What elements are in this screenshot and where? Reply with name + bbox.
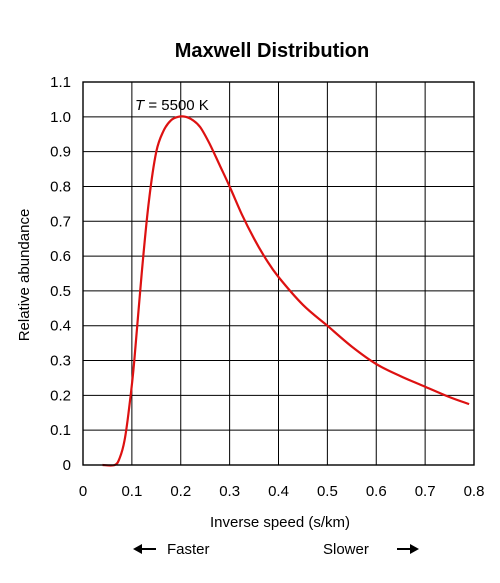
y-tick-label: 0 — [63, 457, 71, 474]
y-tick-label: 0.4 — [50, 318, 71, 335]
x-tick-label: 0.4 — [268, 483, 289, 500]
y-tick-label: 0.3 — [50, 353, 71, 370]
slower-label: Slower — [323, 541, 369, 558]
y-tick-label: 0.7 — [50, 213, 71, 230]
annotation-italic: T — [135, 97, 146, 114]
x-tick-label: 0.6 — [366, 483, 387, 500]
series-line — [102, 115, 470, 467]
y-tick-label: 0.2 — [50, 387, 71, 404]
x-tick-labels: 0 0.1 0.2 0.3 0.4 0.5 0.6 0.7 0.8 — [79, 483, 485, 500]
x-tick-label: 0.3 — [219, 483, 240, 500]
faster-indicator: Faster — [133, 541, 210, 558]
annotation-rest: = 5500 K — [144, 97, 209, 114]
temperature-annotation: T = 5500 K — [135, 97, 209, 114]
y-tick-label: 0.6 — [50, 248, 71, 265]
plot-frame — [82, 81, 475, 466]
y-tick-label: 0.1 — [50, 422, 71, 439]
y-axis-label: Relative abundance — [16, 209, 33, 342]
y-tick-label: 0.5 — [50, 283, 71, 300]
y-tick-labels: 0 0.1 0.2 0.3 0.4 0.5 0.6 0.7 0.8 0.9 1.0 1.1 — [50, 74, 71, 474]
chart-title: Maxwell Distribution — [175, 40, 369, 62]
y-tick-label: 1.1 — [50, 74, 71, 91]
y-tick-label: 1.0 — [50, 109, 71, 126]
right-arrow-icon — [410, 544, 419, 554]
x-tick-label: 0.2 — [170, 483, 191, 500]
x-tick-label: 0 — [79, 483, 87, 500]
y-tick-label: 0.8 — [50, 178, 71, 195]
grid-lines — [83, 82, 474, 465]
x-tick-label: 0.8 — [464, 483, 485, 500]
faster-label: Faster — [167, 541, 210, 558]
y-tick-label: 0.9 — [50, 144, 71, 161]
left-arrow-icon — [133, 544, 142, 554]
x-axis-label: Inverse speed (s/km) — [210, 514, 350, 531]
slower-indicator: Slower — [323, 541, 419, 558]
x-tick-label: 0.5 — [317, 483, 338, 500]
x-tick-label: 0.1 — [121, 483, 142, 500]
x-tick-label: 0.7 — [415, 483, 436, 500]
